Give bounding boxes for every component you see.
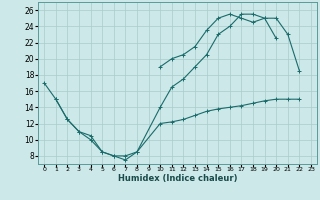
X-axis label: Humidex (Indice chaleur): Humidex (Indice chaleur): [118, 174, 237, 183]
